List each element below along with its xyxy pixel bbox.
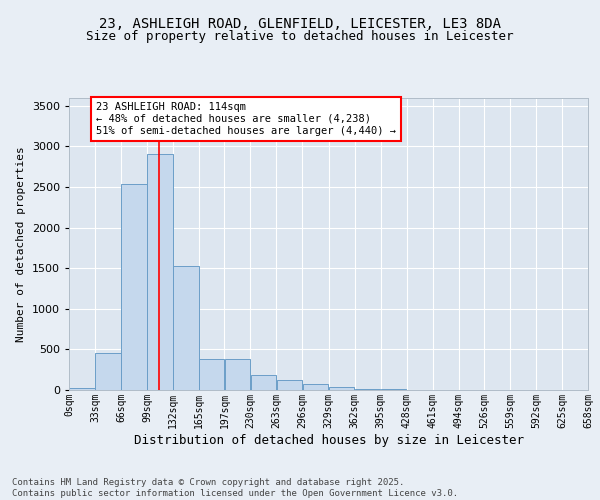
Bar — [380, 389, 406, 390]
Bar — [173, 266, 199, 390]
Bar — [277, 380, 302, 390]
Text: Contains HM Land Registry data © Crown copyright and database right 2025.
Contai: Contains HM Land Registry data © Crown c… — [12, 478, 458, 498]
Y-axis label: Number of detached properties: Number of detached properties — [16, 146, 26, 342]
Bar — [302, 384, 328, 390]
Bar — [251, 376, 277, 390]
Bar — [69, 388, 95, 390]
Text: 23, ASHLEIGH ROAD, GLENFIELD, LEICESTER, LE3 8DA: 23, ASHLEIGH ROAD, GLENFIELD, LEICESTER,… — [99, 18, 501, 32]
Bar — [147, 154, 173, 390]
Bar — [95, 352, 121, 390]
Bar — [224, 359, 250, 390]
Bar — [121, 184, 147, 390]
Text: 23 ASHLEIGH ROAD: 114sqm
← 48% of detached houses are smaller (4,238)
51% of sem: 23 ASHLEIGH ROAD: 114sqm ← 48% of detach… — [96, 102, 396, 136]
Bar — [355, 389, 380, 390]
Text: Size of property relative to detached houses in Leicester: Size of property relative to detached ho… — [86, 30, 514, 43]
X-axis label: Distribution of detached houses by size in Leicester: Distribution of detached houses by size … — [133, 434, 523, 446]
Bar — [329, 387, 355, 390]
Bar — [199, 359, 224, 390]
